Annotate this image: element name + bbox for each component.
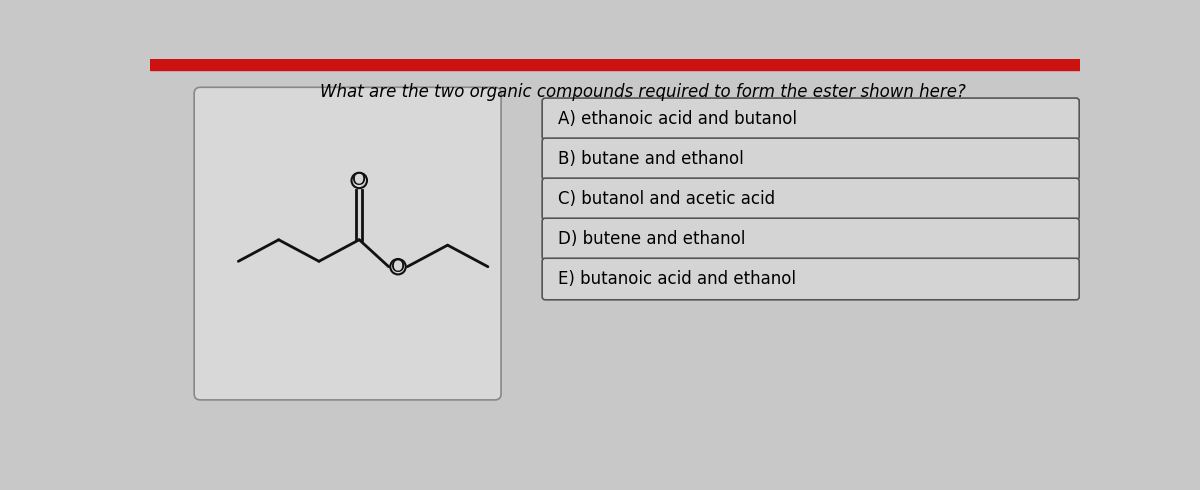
Text: A) ethanoic acid and butanol: A) ethanoic acid and butanol bbox=[558, 110, 797, 128]
Text: C) butanol and acetic acid: C) butanol and acetic acid bbox=[558, 190, 775, 208]
Text: What are the two organic compounds required to form the ester shown here?: What are the two organic compounds requi… bbox=[320, 83, 966, 101]
Text: O: O bbox=[352, 172, 366, 190]
FancyBboxPatch shape bbox=[542, 258, 1079, 300]
Bar bbox=[150, 59, 1080, 70]
FancyBboxPatch shape bbox=[542, 178, 1079, 220]
Text: B) butane and ethanol: B) butane and ethanol bbox=[558, 150, 744, 168]
FancyBboxPatch shape bbox=[542, 218, 1079, 260]
Text: D) butene and ethanol: D) butene and ethanol bbox=[558, 230, 745, 248]
FancyBboxPatch shape bbox=[194, 87, 502, 400]
FancyBboxPatch shape bbox=[542, 98, 1079, 140]
Text: O: O bbox=[391, 258, 406, 276]
Text: E) butanoic acid and ethanol: E) butanoic acid and ethanol bbox=[558, 270, 796, 288]
FancyBboxPatch shape bbox=[542, 138, 1079, 180]
